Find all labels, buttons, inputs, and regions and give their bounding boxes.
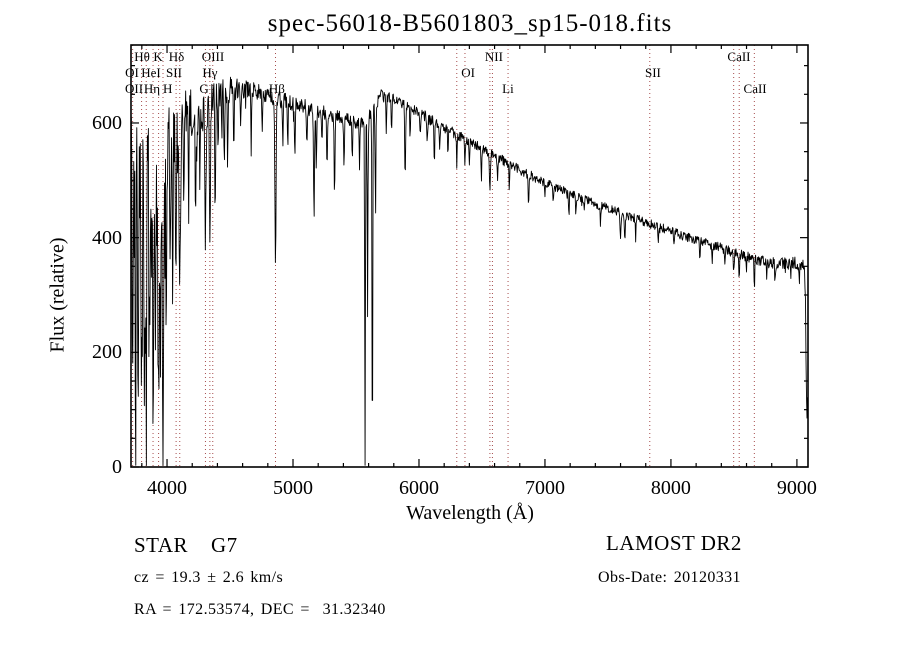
object-class-label: STAR G7 — [134, 533, 238, 557]
spectral-line-label: G — [199, 81, 209, 96]
y-tick-label: 400 — [92, 226, 122, 249]
spectral-line-label: K — [153, 49, 163, 64]
x-tick-label: 6000 — [398, 477, 439, 499]
spectral-line-label: HeI — [141, 65, 161, 80]
y-tick-label: 600 — [92, 111, 122, 134]
survey-label: LAMOST DR2 — [606, 531, 742, 555]
y-tick-label: 0 — [112, 456, 122, 478]
spectral-line-label: CaII — [727, 49, 751, 64]
spectral-line-label: SII — [166, 65, 182, 80]
spectral-line-label: Li — [502, 81, 514, 96]
x-tick-label: 4000 — [147, 477, 188, 499]
spectral-line-label: OI — [125, 65, 139, 80]
ra-dec-value: RA = 172.53574, DEC = 31.32340 — [134, 601, 386, 618]
spectral-line-label: OIII — [201, 49, 225, 64]
spectrum-trace — [130, 76, 808, 466]
spectral-line-label: Hγ — [202, 65, 218, 80]
x-tick-label: 7000 — [524, 477, 565, 499]
x-tick-label: 9000 — [776, 477, 817, 499]
spectral-line-label: CaII — [743, 81, 767, 96]
x-tick-label: 5000 — [273, 477, 313, 499]
y-axis-label: Flux (relative) — [46, 237, 69, 353]
spectral-line-label: Hθ — [134, 49, 150, 64]
spectral-line-label: H — [162, 81, 173, 96]
spectral-line-label: OII — [124, 81, 144, 96]
spectral-line-label: OI — [461, 65, 475, 80]
plot-border — [130, 44, 809, 468]
x-axis-label: Wavelength (Å) — [406, 502, 534, 524]
plot-title: spec-56018-B5601803_sp15-018.fits — [267, 10, 673, 37]
spectral-line-label: Hβ — [268, 81, 285, 96]
spectral-line-label: SII — [644, 65, 661, 80]
spectral-line-label: Hη — [143, 81, 160, 96]
y-tick-label: 200 — [92, 341, 122, 364]
spectral-line-label: NII — [484, 49, 503, 64]
cz-value: cz = 19.3 ± 2.6 km/s — [134, 569, 284, 586]
spectral-line-label: Hδ — [168, 49, 185, 64]
obs-date-label: Obs-Date: 20120331 — [598, 569, 741, 586]
x-tick-label: 8000 — [650, 477, 691, 499]
